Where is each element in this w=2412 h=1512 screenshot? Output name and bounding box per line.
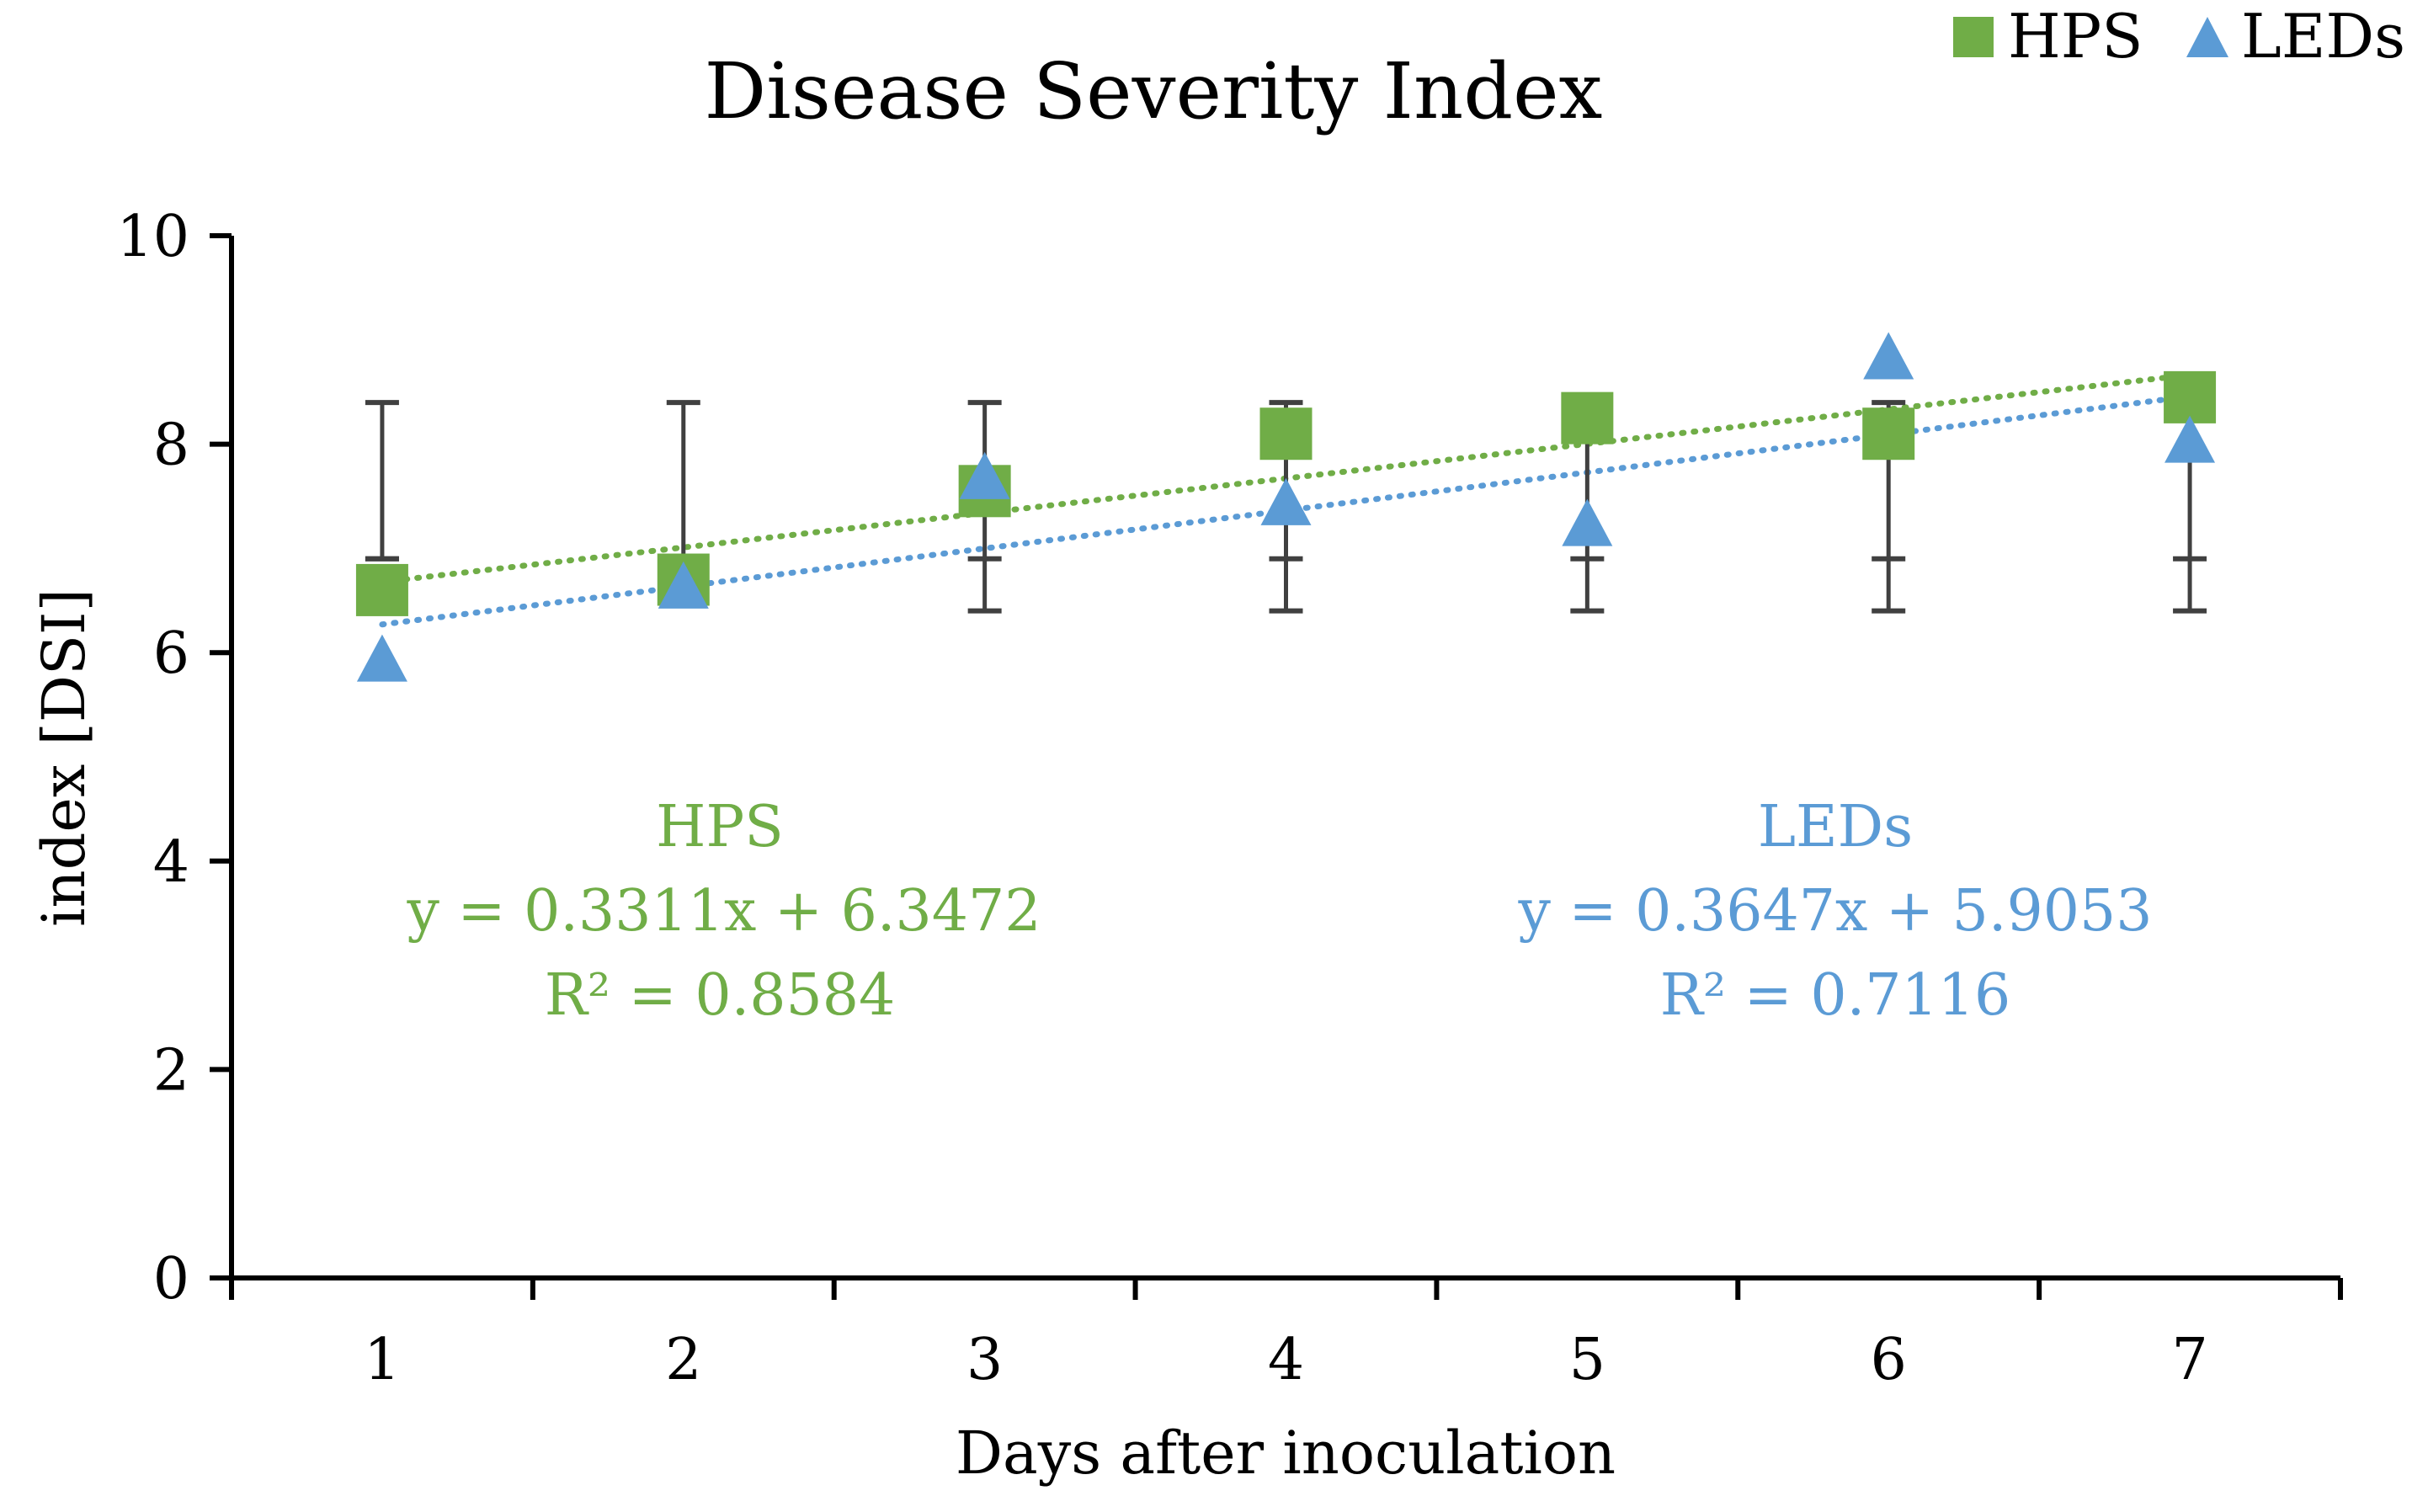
hps-annotation-name: HPS xyxy=(656,794,784,860)
y-tick-label: 0 xyxy=(153,1246,189,1312)
leds-point xyxy=(1562,498,1613,546)
hps-point xyxy=(2164,370,2217,423)
y-tick-label: 2 xyxy=(153,1037,189,1104)
hps-point xyxy=(1862,407,1915,461)
leds-point xyxy=(2164,415,2216,463)
leds-annotation: LEDs y = 0.3647x + 5.9053 R² = 0.7116 xyxy=(1517,794,2152,1029)
y-axis: 0 2 4 6 8 10 xyxy=(116,204,234,1312)
y-axis-title: index [DSI] xyxy=(29,588,99,927)
x-tick-label: 3 xyxy=(966,1327,1003,1393)
leds-point xyxy=(959,451,1010,499)
x-tick-label: 2 xyxy=(665,1327,701,1393)
x-axis: 1 2 3 4 5 6 7 xyxy=(229,1275,2343,1393)
x-tick-label: 4 xyxy=(1268,1327,1304,1393)
leds-point xyxy=(1863,332,1914,380)
x-tick-label: 6 xyxy=(1871,1327,1907,1393)
y-tick-label: 10 xyxy=(116,204,189,270)
legend-leds-label: LEDs xyxy=(2241,1,2405,72)
y-tick-label: 4 xyxy=(153,829,189,896)
x-tick-label: 1 xyxy=(364,1327,400,1393)
x-axis-title: Days after inoculation xyxy=(956,1419,1616,1488)
leds-point xyxy=(356,634,407,682)
legend-leds-marker xyxy=(2186,17,2228,57)
leds-annotation-r2: R² = 0.7116 xyxy=(1660,962,2011,1029)
y-tick-label: 8 xyxy=(153,413,189,479)
hps-annotation-equation: y = 0.3311x + 6.3472 xyxy=(406,878,1041,945)
y-ticks: 0 2 4 6 8 10 xyxy=(116,204,232,1312)
x-tick-label: 7 xyxy=(2171,1327,2207,1393)
leds-point xyxy=(658,561,709,609)
x-ticks: 1 2 3 4 5 6 7 xyxy=(229,1278,2343,1393)
leds-annotation-name: LEDs xyxy=(1758,794,1913,860)
y-tick-label: 6 xyxy=(153,620,189,687)
data-points xyxy=(355,332,2217,682)
hps-point xyxy=(355,563,408,616)
legend-hps-label: HPS xyxy=(2008,1,2143,72)
hps-annotation: HPS y = 0.3311x + 6.3472 R² = 0.8584 xyxy=(406,794,1041,1029)
hps-point xyxy=(1259,407,1312,461)
x-tick-label: 5 xyxy=(1569,1327,1605,1393)
hps-annotation-r2: R² = 0.8584 xyxy=(545,962,896,1029)
leds-point xyxy=(1260,477,1312,525)
hps-point xyxy=(1561,391,1614,445)
leds-annotation-equation: y = 0.3647x + 5.9053 xyxy=(1517,878,2152,945)
legend-hps-marker xyxy=(1953,17,1994,57)
chart-title: Disease Severity Index xyxy=(705,46,1603,136)
legend: HPS LEDs xyxy=(1953,1,2405,72)
